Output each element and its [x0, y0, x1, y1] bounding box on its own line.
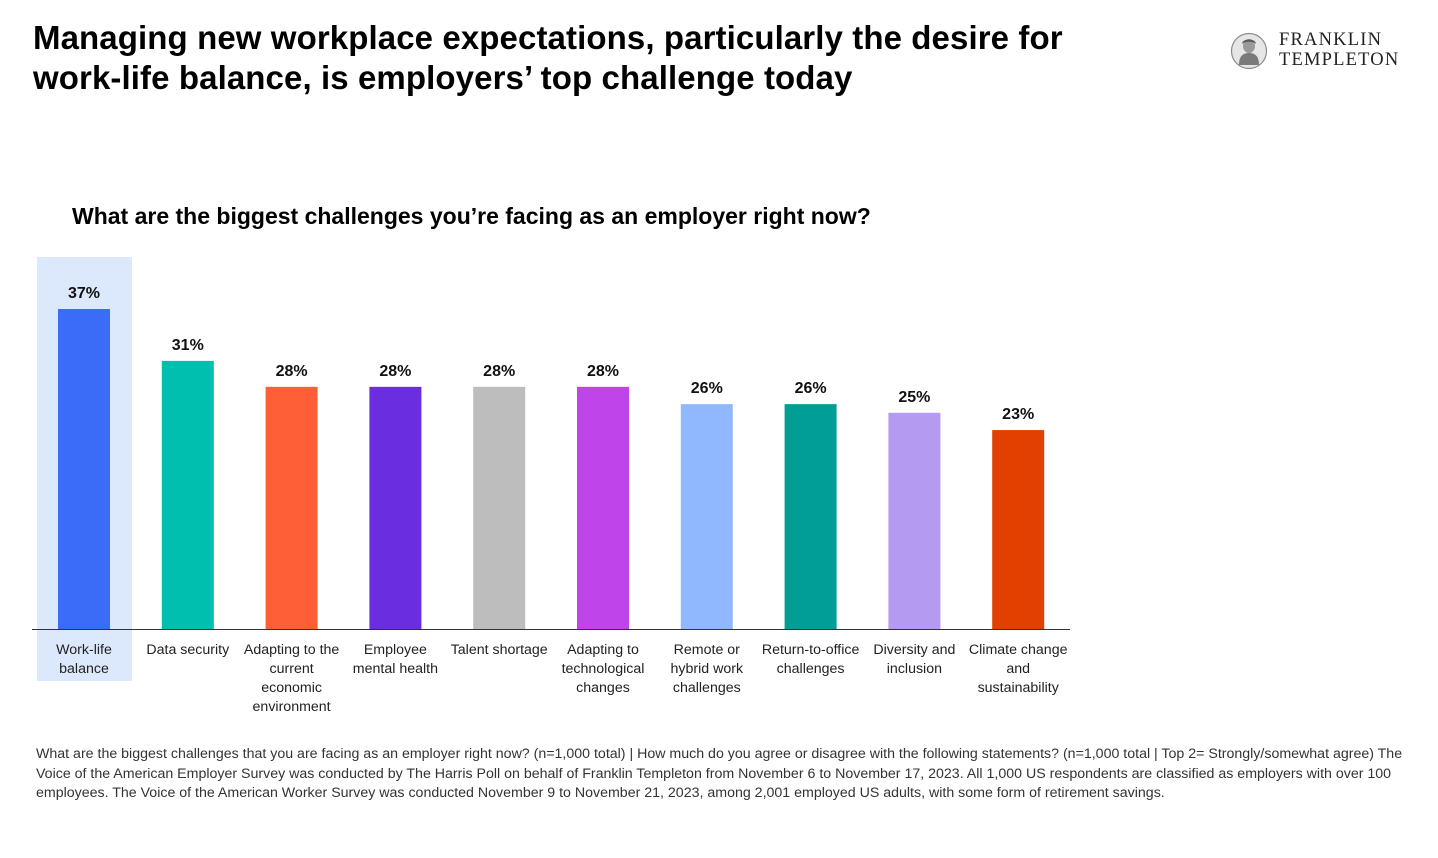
bar	[473, 386, 526, 629]
data-label: 28%	[587, 363, 619, 380]
data-label: 25%	[898, 389, 930, 406]
bar	[992, 430, 1045, 629]
category-label: economic	[261, 680, 322, 696]
franklin-portrait-icon	[1230, 32, 1268, 70]
bar	[161, 360, 214, 629]
category-label: Climate change	[969, 642, 1068, 658]
headline: Managing new workplace expectations, par…	[33, 19, 1063, 96]
category-label: Employee	[364, 642, 427, 658]
data-label: 31%	[172, 337, 204, 354]
data-label: 26%	[691, 380, 723, 397]
category-label: Diversity and	[873, 642, 955, 658]
category-label: Data security	[146, 642, 230, 658]
bar	[680, 404, 733, 629]
bar-chart: 37% Work-life balance 31% Data security 28% Ad…	[32, 257, 1070, 715]
category-label: environment	[253, 699, 331, 715]
category-label: technological	[562, 661, 645, 677]
footnote: What are the biggest challenges that you…	[36, 746, 1403, 801]
chart-question: What are the biggest challenges you’re f…	[72, 203, 871, 229]
bar	[784, 404, 837, 629]
data-label: 37%	[68, 285, 100, 302]
category-label: Return-to-office	[762, 642, 860, 658]
category-label: and	[1006, 661, 1030, 677]
bar	[888, 412, 941, 629]
category-label: Talent shortage	[451, 642, 548, 658]
category-label: challenges	[673, 680, 741, 696]
data-label: 23%	[1002, 406, 1034, 423]
bar	[577, 386, 629, 629]
category-label: Work-life	[56, 642, 112, 658]
category-label: current	[270, 661, 314, 677]
category-label: Adapting to the	[244, 642, 340, 658]
category-label: changes	[576, 680, 630, 696]
data-label: 28%	[379, 363, 411, 380]
logo-line-2: TEMPLETON	[1279, 50, 1400, 70]
category-label: balance	[59, 661, 109, 677]
data-label: 26%	[795, 380, 827, 397]
category-label: hybrid work	[671, 661, 744, 677]
bar	[58, 309, 110, 629]
bar	[265, 386, 318, 629]
data-label: 28%	[483, 363, 515, 380]
category-label: mental health	[353, 661, 438, 677]
category-label: Adapting to	[567, 642, 639, 658]
category-label: challenges	[777, 661, 845, 677]
category-label: sustainability	[978, 680, 1060, 696]
logo-line-1: FRANKLIN	[1279, 30, 1383, 50]
franklin-templeton-logo: FRANKLIN TEMPLETON	[1229, 30, 1419, 72]
data-label: 28%	[276, 363, 308, 380]
category-label: inclusion	[887, 661, 942, 677]
category-label: Remote or	[674, 642, 741, 658]
bar	[369, 386, 422, 629]
